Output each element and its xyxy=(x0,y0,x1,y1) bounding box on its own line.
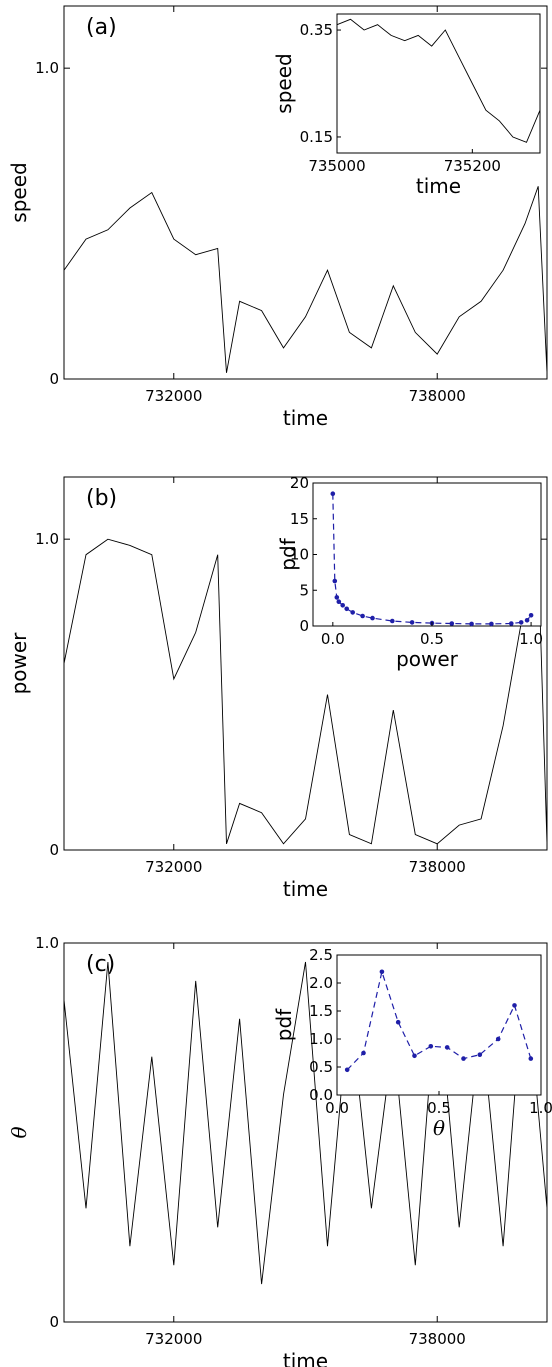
inset-pdf-point xyxy=(350,610,356,615)
inset-x-tick-label: 1.0 xyxy=(519,630,543,648)
inset-pdf-point xyxy=(332,578,338,584)
series-line xyxy=(63,538,548,845)
inset-pdf-point xyxy=(395,1019,401,1025)
inset-y-tick-label: 0.15 xyxy=(300,128,333,146)
x-tick-label: 732000 xyxy=(145,858,202,876)
inset-pdf-line xyxy=(346,969,532,1071)
x-axis-label: time xyxy=(283,406,328,430)
inset-pdf-point xyxy=(428,1044,434,1049)
inset-x-axis-label: time xyxy=(416,174,461,198)
inset-pdf-point xyxy=(449,621,455,626)
y-tick-label: 0 xyxy=(49,370,59,388)
y-tick-label: 0 xyxy=(49,1313,59,1331)
inset-pdf-point xyxy=(444,1045,450,1050)
inset-y-axis-label: pdf xyxy=(272,1008,296,1041)
panel-b: 732000 738000 0 1.0 time power (b) 0.0 0.5 1.0 0 5 1… xyxy=(7,474,548,901)
x-tick-label: 738000 xyxy=(409,1330,466,1348)
panel-a: 732000 738000 0 1.0 time speed (a) 735000 735200… xyxy=(7,5,548,430)
inset-pdf-point xyxy=(330,491,336,497)
inset-pdf-point xyxy=(370,615,375,621)
inset-pdf-point xyxy=(495,1036,501,1042)
x-axis-label: time xyxy=(283,877,328,901)
inset-pdf-point xyxy=(461,1056,466,1061)
inset-x-tick-label: 735200 xyxy=(444,157,501,175)
y-tick-label: 0 xyxy=(49,841,59,859)
inset-x-axis-label: θ xyxy=(433,1116,445,1140)
inset-y-tick-label: 2.0 xyxy=(309,974,333,992)
inset-y-axis-label: speed xyxy=(272,53,296,113)
inset-pdf-point xyxy=(412,1053,417,1059)
y-tick-label: 1.0 xyxy=(35,530,59,548)
inset-pdf-point xyxy=(512,1003,517,1008)
inset-pdf-point xyxy=(469,621,474,627)
inset-b: 0.0 0.5 1.0 0 5 10 15 20 power pdf xyxy=(276,474,543,671)
plot-frame xyxy=(63,5,548,380)
x-tick-label: 732000 xyxy=(145,387,202,405)
y-axis-label: θ xyxy=(7,1126,31,1138)
series-line xyxy=(63,961,548,1285)
inset-c: 0.0 0.5 1.0 0.0 0.5 1.0 1.5 2.0 2.5 θ pdf xyxy=(272,946,552,1140)
inset-pdf-point xyxy=(489,621,494,627)
inset-pdf-point xyxy=(344,606,350,612)
x-tick-label: 738000 xyxy=(409,387,466,405)
inset-y-axis-label: pdf xyxy=(276,537,300,570)
inset-y-tick-label: 20 xyxy=(290,474,309,492)
inset-y-tick-label: 0.5 xyxy=(309,1058,333,1076)
inset-x-tick-label: 0.0 xyxy=(325,1099,349,1117)
inset-pdf-point xyxy=(334,595,340,600)
inset-y-tick-label: 1.0 xyxy=(309,1030,333,1048)
inset-pdf-point xyxy=(379,969,385,975)
inset-pdf-point xyxy=(409,620,415,625)
panel-label: (c) xyxy=(86,952,115,977)
inset-pdf-point xyxy=(524,618,530,623)
y-tick-label: 1.0 xyxy=(35,934,59,952)
inset-pdf-point xyxy=(509,621,514,626)
inset-a: 735000 735200 0.15 0.35 time speed xyxy=(272,13,541,198)
panel-label: (a) xyxy=(86,15,117,40)
x-tick-label: 732000 xyxy=(145,1330,202,1348)
inset-frame xyxy=(336,13,541,154)
inset-pdf-point xyxy=(361,1050,366,1056)
inset-pdf-point xyxy=(344,1067,350,1073)
inset-pdf-point xyxy=(390,618,395,624)
inset-y-tick-label: 10 xyxy=(290,546,309,564)
inset-x-tick-label: 0.5 xyxy=(427,1099,451,1117)
inset-x-tick-label: 0.5 xyxy=(420,630,444,648)
inset-y-tick-label: 0 xyxy=(299,617,309,635)
panel-c: 732000 738000 0 1.0 time θ (c) 0.0 0.5 1.0 0.0 0.5 1… xyxy=(7,934,552,1367)
inset-pdf-point xyxy=(477,1052,483,1057)
inset-x-tick-label: 1.0 xyxy=(529,1099,552,1117)
inset-pdf-point xyxy=(360,613,365,619)
inset-x-tick-label: 735000 xyxy=(308,157,365,175)
x-tick-label: 738000 xyxy=(409,858,466,876)
x-axis-label: time xyxy=(283,1349,328,1367)
y-axis-label: speed xyxy=(7,162,31,222)
inset-x-tick-label: 0.0 xyxy=(321,630,345,648)
inset-pdf-point xyxy=(518,620,524,625)
inset-y-tick-label: 1.5 xyxy=(309,1002,333,1020)
inset-pdf-point xyxy=(340,603,346,608)
inset-pdf-point xyxy=(528,613,534,618)
panel-label: (b) xyxy=(86,486,117,511)
inset-pdf-point xyxy=(528,1056,534,1061)
inset-y-tick-label: 15 xyxy=(290,510,309,528)
inset-pdf-point xyxy=(336,599,342,604)
y-tick-label: 1.0 xyxy=(35,59,59,77)
inset-frame xyxy=(336,954,542,1096)
y-axis-label: power xyxy=(7,632,31,695)
inset-series-line xyxy=(336,18,541,143)
inset-y-tick-label: 2.5 xyxy=(309,946,333,964)
inset-y-tick-label: 0.0 xyxy=(309,1086,333,1104)
plot-frame xyxy=(63,942,548,1323)
series-line xyxy=(63,186,548,373)
inset-x-axis-label: power xyxy=(396,647,459,671)
inset-frame xyxy=(312,482,542,627)
inset-y-tick-label: 5 xyxy=(299,581,309,599)
inset-y-tick-label: 0.35 xyxy=(300,21,333,39)
